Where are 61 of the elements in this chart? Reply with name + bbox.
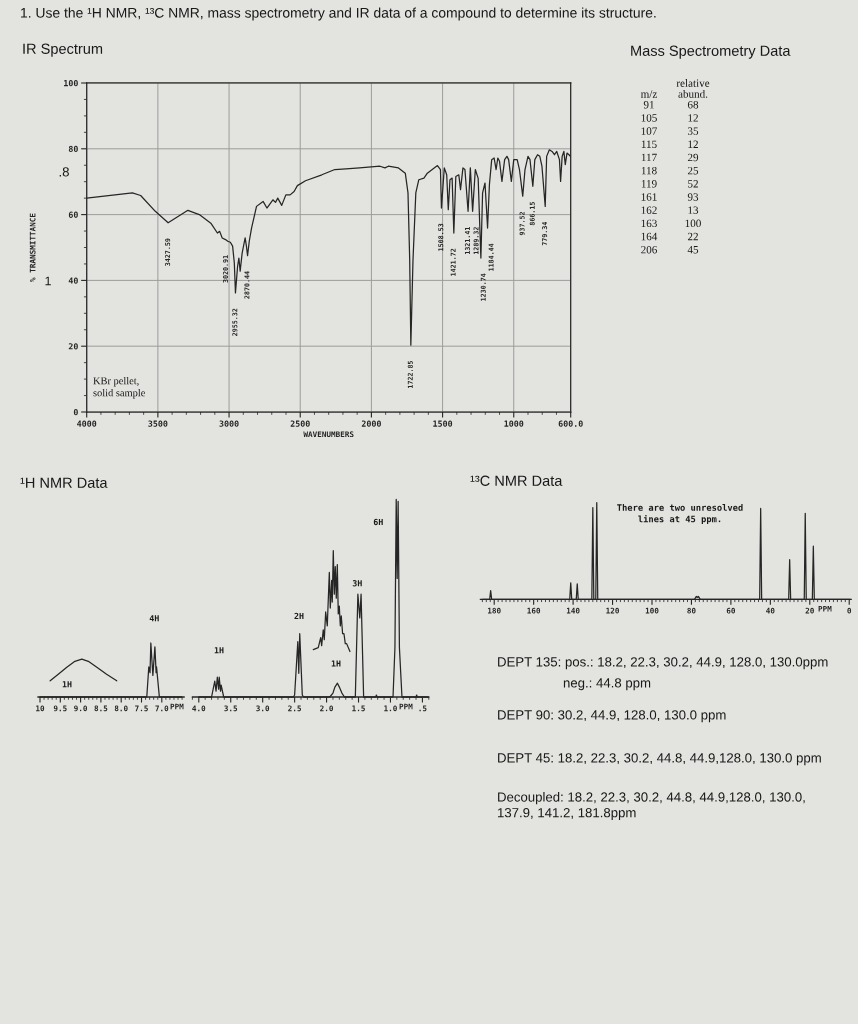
y-tick-label: 40 — [68, 277, 78, 284]
category-label: 91 — [643, 101, 654, 109]
data-label: 12 — [688, 140, 698, 148]
data-label: 35 — [687, 127, 699, 135]
annotation: 6H — [373, 518, 383, 526]
data-label: 13 — [688, 206, 699, 214]
text: relative abund. — [676, 79, 710, 98]
chart-title: 1. Use the ¹H NMR, ¹³C NMR, mass spectrometry and IR data of a compound to determine its structure. — [21, 7, 656, 21]
annotation: There are two unresolved lines at 45 ppm. — [617, 504, 743, 524]
chart-title: ¹H NMR Data — [20, 477, 108, 488]
category-label: 161 — [641, 193, 657, 201]
y-tick-label: 100 — [64, 79, 78, 87]
y-tick-label: 20 — [68, 343, 78, 350]
category-label: 119 — [641, 180, 657, 188]
annotation: 1H — [62, 681, 72, 688]
data-label: 52 — [688, 180, 698, 188]
y-tick-label: 80 — [68, 145, 78, 153]
annotation: 1H — [214, 647, 224, 654]
chart-subtitle: IR Spectrum — [23, 43, 103, 57]
text: DEPT 135: pos.: 18.2, 22.3, 30.2, 44.9, 128.0, 130.0ppm — [498, 657, 828, 670]
chart-title: ¹³C NMR Data — [470, 475, 563, 486]
text: neg.: 44.8 ppm — [563, 678, 651, 691]
annotation: 2H — [294, 612, 304, 619]
data-label: 45 — [687, 246, 699, 254]
data-label: 29 — [687, 153, 699, 162]
y-tick-label: 0 — [73, 408, 78, 416]
category-label: 206 — [641, 245, 657, 254]
data-label: 25 — [687, 166, 699, 175]
text: DEPT 45: 18.2, 22.3, 30.2, 44.8, 44.9,128.0, 130.0 ppm — [498, 753, 821, 766]
category-label: 117 — [641, 153, 657, 162]
x-tick-label: 1000 — [504, 420, 524, 427]
text: Mass Spectrometry Data — [631, 45, 791, 59]
x-tick-label: 3000 — [219, 420, 239, 427]
category-label: 164 — [641, 232, 658, 241]
x-tick-label: 2000 — [361, 420, 381, 427]
data-label: 22 — [687, 232, 698, 241]
data-label: 93 — [687, 193, 699, 201]
category-label: 115 — [641, 140, 657, 149]
data-label: 68 — [687, 100, 699, 109]
x-tick-label: 2500 — [290, 420, 310, 427]
category-label: 162 — [641, 206, 657, 214]
x-tick-label: 1500 — [433, 420, 453, 427]
annotation: 3H — [352, 580, 362, 587]
category-label: 107 — [641, 127, 658, 135]
text: m/z — [640, 90, 658, 98]
text: 1 — [45, 276, 51, 286]
data-label: 12 — [688, 114, 698, 122]
category-label: 118 — [641, 166, 657, 175]
text: 4H — [149, 615, 159, 622]
text: .8 — [59, 167, 69, 177]
annotation: KBr pellet, solid sample — [93, 377, 146, 399]
text: DEPT 90: 30.2, 44.9, 128.0, 130.0 ppm — [498, 710, 726, 723]
y-tick-label: 60 — [68, 211, 78, 218]
x-tick-label: 4000 — [77, 420, 97, 427]
category-label: 163 — [641, 219, 657, 228]
text: Decoupled: 18.2, 22.3, 30.2, 44.8, 44.9,128.0, 130.0, 137.9, 141.2, 181.8ppm — [498, 792, 805, 820]
data-label: 100 — [685, 219, 701, 228]
x-tick-label: 600.0 — [558, 420, 583, 427]
annotation: 1H — [331, 660, 341, 667]
category-label: 105 — [641, 114, 657, 122]
x-tick-label: 3500 — [148, 420, 168, 427]
